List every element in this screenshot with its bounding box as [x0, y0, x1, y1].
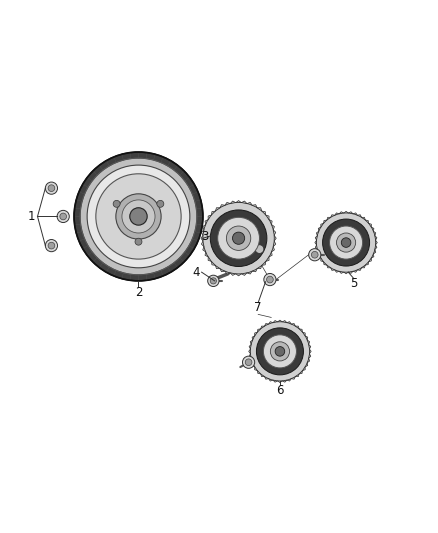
Circle shape [311, 252, 318, 258]
Text: 6: 6 [276, 384, 284, 397]
Circle shape [322, 219, 370, 266]
Circle shape [256, 328, 304, 375]
Circle shape [341, 238, 351, 247]
Circle shape [218, 217, 259, 259]
Circle shape [329, 226, 363, 259]
Text: 2: 2 [135, 286, 142, 299]
Circle shape [60, 213, 67, 220]
Circle shape [275, 346, 285, 356]
Circle shape [48, 185, 55, 191]
Circle shape [96, 174, 181, 259]
Circle shape [233, 232, 245, 244]
Circle shape [270, 342, 290, 361]
Polygon shape [201, 200, 276, 276]
Circle shape [122, 200, 155, 233]
Circle shape [208, 275, 219, 287]
Circle shape [336, 233, 356, 252]
Circle shape [130, 208, 147, 225]
Circle shape [113, 200, 120, 207]
Circle shape [80, 158, 197, 275]
Circle shape [74, 152, 203, 281]
Circle shape [263, 335, 297, 368]
Text: 1: 1 [27, 210, 35, 223]
Circle shape [243, 356, 254, 368]
Circle shape [116, 194, 161, 239]
Text: 4: 4 [193, 265, 200, 279]
Circle shape [309, 249, 321, 261]
Circle shape [226, 226, 251, 251]
Polygon shape [249, 320, 311, 383]
Circle shape [46, 239, 57, 252]
Circle shape [210, 278, 216, 284]
Circle shape [255, 245, 264, 254]
Circle shape [135, 238, 142, 245]
Polygon shape [237, 240, 268, 271]
Circle shape [48, 243, 55, 249]
Text: 7: 7 [254, 301, 262, 314]
Text: 3: 3 [201, 230, 209, 243]
Circle shape [57, 211, 69, 223]
Circle shape [87, 165, 190, 268]
Circle shape [267, 276, 273, 283]
Text: 5: 5 [350, 277, 357, 290]
Circle shape [264, 273, 276, 286]
Circle shape [210, 210, 267, 266]
Circle shape [157, 200, 164, 207]
Circle shape [46, 182, 57, 194]
Circle shape [245, 359, 252, 366]
Polygon shape [315, 212, 377, 274]
